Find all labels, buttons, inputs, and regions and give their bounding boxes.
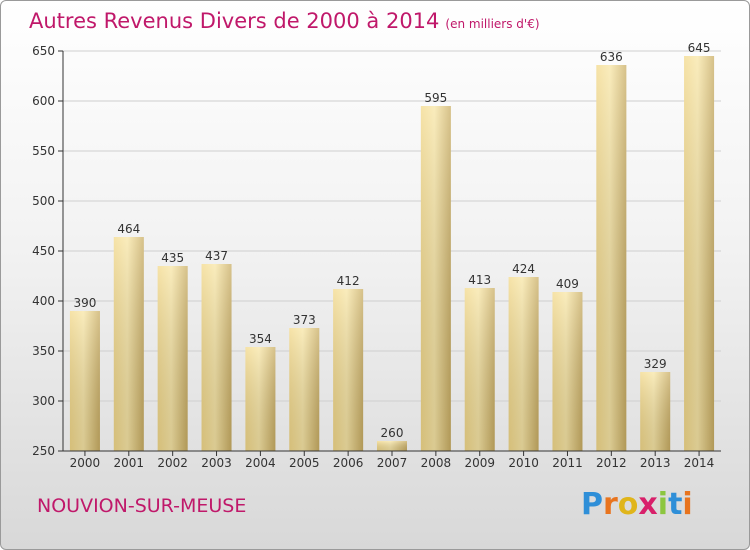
x-tick-label: 2013 — [640, 456, 671, 470]
logo-letter: t — [668, 487, 683, 522]
commune-name: NOUVION-SUR-MEUSE — [37, 495, 247, 517]
data-label: 595 — [424, 91, 447, 105]
logo-letter: r — [603, 487, 618, 522]
data-label: 424 — [512, 262, 535, 276]
bar-shade — [684, 56, 715, 451]
x-tick-label: 2004 — [245, 456, 276, 470]
x-tick-label: 2000 — [70, 456, 101, 470]
data-label: 435 — [161, 251, 184, 265]
bar-shade — [640, 372, 671, 451]
y-tick-label: 250 — [32, 444, 55, 458]
x-tick-label: 2009 — [464, 456, 495, 470]
data-label: 437 — [205, 249, 228, 263]
x-tick-label: 2007 — [377, 456, 408, 470]
data-label: 413 — [468, 273, 491, 287]
bars — [69, 56, 715, 451]
bar-shade — [201, 264, 232, 451]
bar-shade — [245, 347, 276, 451]
proxiti-logo: Proxiti — [581, 487, 693, 522]
logo-letter: o — [617, 487, 639, 522]
x-tick-label: 2001 — [114, 456, 145, 470]
x-tick-label: 2011 — [552, 456, 583, 470]
bar-shade — [113, 237, 144, 451]
bar-shade — [508, 277, 539, 451]
bar-shade — [420, 106, 451, 451]
bar-shade — [157, 266, 188, 451]
title-main: Autres Revenus Divers de 2000 à 2014 — [29, 9, 440, 33]
bar-shade — [596, 65, 627, 451]
chart-title: Autres Revenus Divers de 2000 à 2014 (en … — [29, 9, 540, 33]
logo-letter: i — [657, 487, 669, 522]
bar-shade — [289, 328, 320, 451]
data-label: 409 — [556, 277, 579, 291]
y-tick-label: 550 — [32, 144, 55, 158]
y-tick-label: 350 — [32, 344, 55, 358]
logo-letter: P — [581, 487, 603, 522]
data-label: 412 — [337, 274, 360, 288]
bar-shade — [464, 288, 495, 451]
bar-shade — [552, 292, 583, 451]
x-tick-label: 2014 — [684, 456, 715, 470]
data-label: 390 — [73, 296, 96, 310]
data-label: 354 — [249, 332, 272, 346]
y-tick-label: 500 — [32, 194, 55, 208]
x-tick-label: 2002 — [157, 456, 188, 470]
title-unit: (en milliers d'€) — [445, 17, 540, 31]
y-tick-label: 300 — [32, 394, 55, 408]
data-label: 464 — [117, 222, 140, 236]
data-label: 373 — [293, 313, 316, 327]
logo-letter: i — [682, 487, 693, 522]
bar-shade — [69, 311, 100, 451]
logo-letter: x — [638, 487, 658, 522]
data-label: 260 — [381, 426, 404, 440]
y-tick-label: 450 — [32, 244, 55, 258]
data-labels: 390 464 435 437 354 373 412 260 595 413 424 409 636 3… — [73, 41, 710, 440]
bar-shade — [377, 441, 407, 451]
x-tick-label: 2005 — [289, 456, 320, 470]
y-tick-label: 400 — [32, 294, 55, 308]
data-label: 636 — [600, 50, 623, 64]
y-tick-label: 600 — [32, 94, 55, 108]
bar-shade — [333, 289, 364, 451]
x-tick-label: 2008 — [421, 456, 452, 470]
axes: 250 300 350 400 450 500 550 600 650 2000 2001 2002 2… — [32, 44, 721, 470]
x-tick-label: 2003 — [201, 456, 232, 470]
x-tick-label: 2006 — [333, 456, 364, 470]
x-tick-label: 2012 — [596, 456, 627, 470]
y-tick-label: 650 — [32, 44, 55, 58]
data-label: 329 — [644, 357, 667, 371]
data-label: 645 — [688, 41, 711, 55]
x-tick-label: 2010 — [508, 456, 539, 470]
